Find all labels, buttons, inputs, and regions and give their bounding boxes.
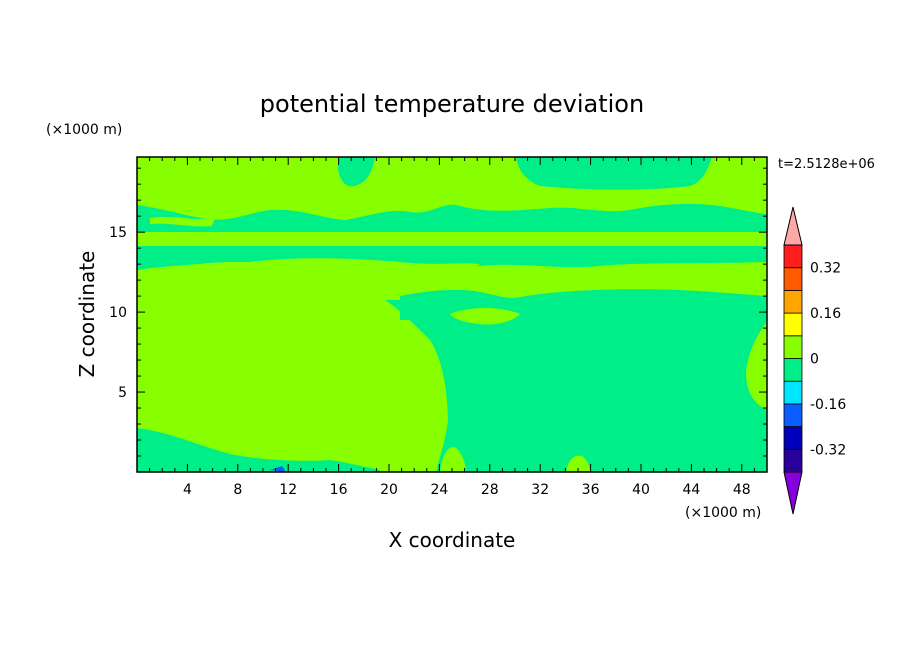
colorbar-label: 0 bbox=[810, 352, 819, 368]
y-tick-label: 15 bbox=[109, 225, 127, 241]
x-axis-ticks: 4 8 12 16 20 24 28 32 36 40 44 48 bbox=[149, 157, 755, 498]
chart-title: potential temperature deviation bbox=[260, 90, 644, 118]
colorbar-min-arrow bbox=[783, 471, 803, 515]
upper-patch-center bbox=[338, 157, 375, 187]
positive-blob-mid bbox=[450, 308, 520, 325]
colorbar-label: -0.16 bbox=[810, 397, 846, 413]
colorbar-segment bbox=[783, 335, 803, 359]
negative-band-upper bbox=[137, 203, 767, 232]
colorbar-segment bbox=[783, 426, 803, 450]
x-tick-label: 32 bbox=[531, 482, 549, 498]
x-tick-label: 36 bbox=[582, 482, 600, 498]
negative-column-region bbox=[385, 300, 767, 472]
y-axis-ticks: 5 10 15 bbox=[109, 167, 767, 457]
x-tick-label: 40 bbox=[632, 482, 650, 498]
colorbar-segment bbox=[783, 244, 803, 269]
x-tick-label: 16 bbox=[330, 482, 348, 498]
surface-negative-strip bbox=[137, 428, 380, 472]
surface-bump-1 bbox=[440, 447, 466, 472]
x-tick-label: 24 bbox=[430, 482, 448, 498]
surface-blue-speck bbox=[270, 466, 286, 472]
colorbar: 0.32 0.16 0 -0.16 -0.32 bbox=[783, 206, 846, 515]
y-tick-label: 10 bbox=[109, 305, 127, 321]
x-unit-label: (×1000 m) bbox=[685, 505, 761, 521]
contour-field bbox=[137, 157, 767, 472]
time-label: t=2.5128e+06 bbox=[778, 157, 875, 172]
x-tick-label: 20 bbox=[380, 482, 398, 498]
colorbar-segment bbox=[783, 448, 803, 473]
y-unit-label: (×1000 m) bbox=[46, 122, 122, 138]
surface-bump-2 bbox=[566, 455, 590, 472]
colorbar-label: 0.16 bbox=[810, 306, 841, 322]
y-axis-label: Z coordinate bbox=[75, 251, 99, 378]
colorbar-max-arrow bbox=[783, 206, 803, 246]
x-tick-label: 4 bbox=[183, 482, 192, 498]
colorbar-segment bbox=[783, 403, 803, 427]
colorbar-segment bbox=[783, 267, 803, 291]
x-tick-label: 44 bbox=[682, 482, 700, 498]
colorbar-segment bbox=[783, 312, 803, 337]
x-tick-label: 12 bbox=[279, 482, 297, 498]
colorbar-segment bbox=[783, 380, 803, 405]
x-axis-label: X coordinate bbox=[389, 528, 516, 552]
positive-streak-2 bbox=[250, 258, 480, 271]
positive-edge-right bbox=[746, 322, 767, 410]
colorbar-label: 0.32 bbox=[810, 261, 841, 277]
positive-streak-1 bbox=[137, 236, 767, 244]
x-tick-label: 48 bbox=[733, 482, 751, 498]
positive-streak-4 bbox=[150, 216, 215, 227]
upper-patch-right bbox=[516, 157, 712, 190]
colorbar-label: -0.32 bbox=[810, 442, 846, 458]
x-tick-label: 28 bbox=[481, 482, 499, 498]
positive-streak-3 bbox=[540, 273, 767, 287]
x-tick-label: 8 bbox=[233, 482, 242, 498]
y-tick-label: 5 bbox=[118, 385, 127, 401]
colorbar-segment bbox=[783, 289, 803, 314]
colorbar-segment bbox=[783, 358, 803, 382]
